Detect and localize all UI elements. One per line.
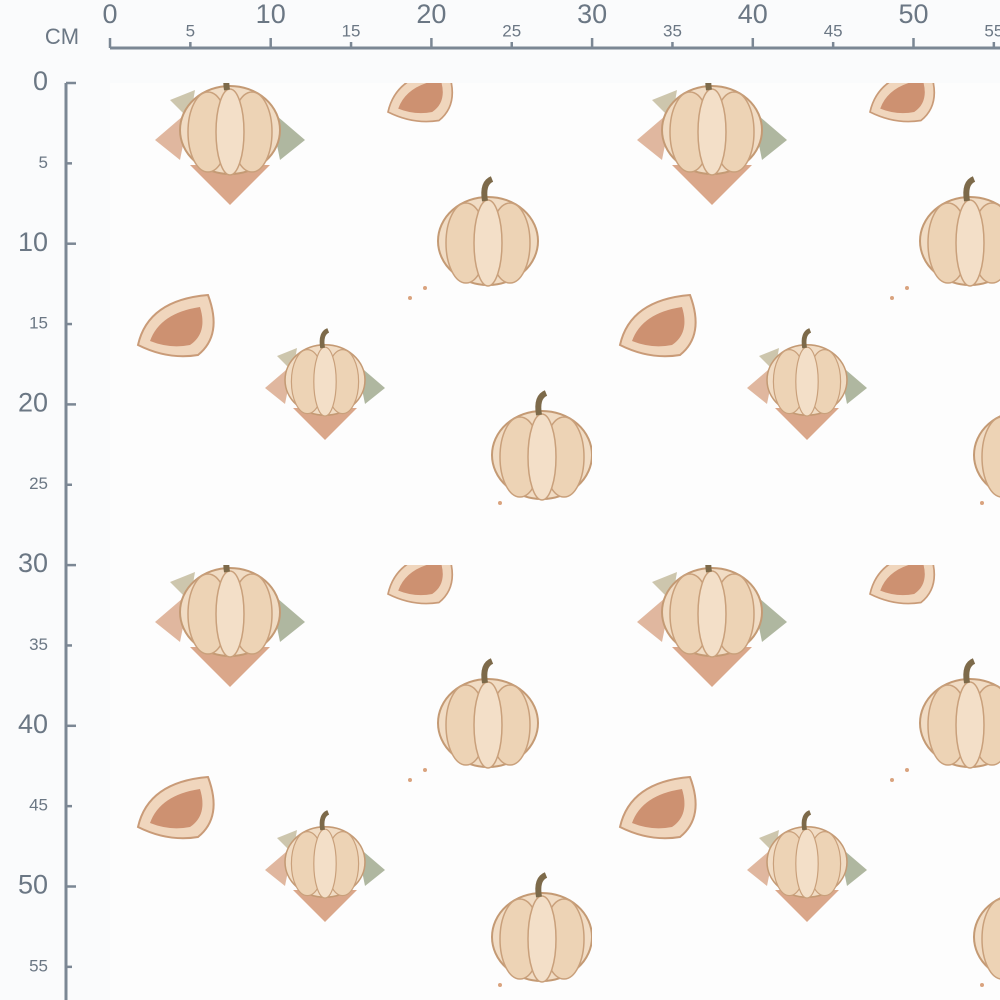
left-tick-label: 55 — [29, 956, 48, 975]
left-tick-label: 5 — [39, 153, 48, 172]
top-tick-label: 45 — [824, 21, 843, 40]
left-tick-label: 20 — [18, 388, 48, 418]
top-tick-label: 40 — [738, 0, 768, 29]
top-tick-label: 55 — [984, 21, 1000, 40]
top-tick-label: 0 — [102, 0, 117, 29]
left-tick-label: 15 — [29, 314, 48, 333]
top-tick-label: 30 — [577, 0, 607, 29]
left-tick-label: 45 — [29, 796, 48, 815]
left-tick-label: 35 — [29, 635, 48, 654]
left-tick-label: 25 — [29, 474, 48, 493]
unit-label: CM — [45, 24, 79, 49]
top-tick-label: 25 — [502, 21, 521, 40]
left-tick-label: 0 — [33, 66, 48, 96]
top-tick-label: 35 — [663, 21, 682, 40]
left-tick-label: 10 — [18, 227, 48, 257]
left-tick-label: 50 — [18, 870, 48, 900]
fabric-pattern — [110, 83, 1000, 1000]
top-tick-label: 50 — [898, 0, 928, 29]
top-tick-label: 10 — [256, 0, 286, 29]
left-tick-label: 40 — [18, 709, 48, 739]
top-tick-label: 15 — [342, 21, 361, 40]
top-tick-label: 20 — [416, 0, 446, 29]
top-tick-label: 5 — [186, 21, 195, 40]
left-tick-label: 30 — [18, 548, 48, 578]
